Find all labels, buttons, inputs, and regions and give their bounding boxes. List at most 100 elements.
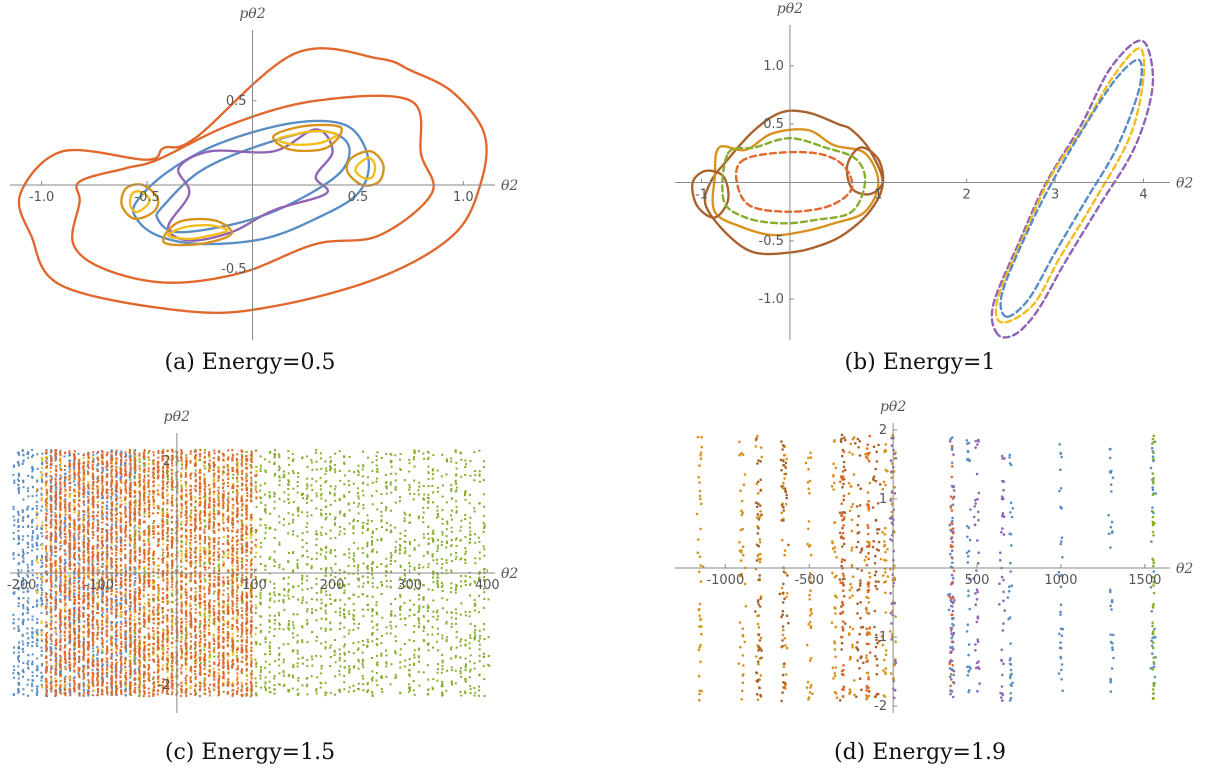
point: [399, 618, 402, 621]
point: [460, 525, 463, 528]
point: [408, 484, 411, 487]
point: [124, 684, 127, 687]
point: [371, 573, 373, 576]
point: [180, 573, 183, 576]
point: [22, 460, 25, 463]
point: [54, 596, 57, 599]
point: [329, 551, 332, 554]
point: [114, 493, 117, 496]
point: [268, 671, 271, 674]
point: [128, 652, 131, 655]
point: [114, 671, 117, 674]
point: [134, 687, 137, 689]
point: [167, 553, 170, 556]
point: [21, 509, 24, 512]
point: [18, 473, 21, 476]
point: [138, 530, 141, 533]
point: [246, 507, 249, 510]
point: [343, 592, 346, 594]
point: [427, 566, 430, 569]
point: [195, 692, 197, 695]
point: [105, 540, 108, 543]
point: [143, 490, 146, 493]
point: [320, 534, 323, 537]
point: [268, 686, 271, 689]
point: [301, 599, 304, 602]
point: [422, 630, 425, 632]
point: [18, 453, 21, 456]
point: [450, 526, 453, 529]
point: [124, 567, 127, 570]
point: [395, 540, 398, 543]
point: [26, 534, 29, 537]
point: [366, 541, 369, 544]
point: [441, 531, 444, 534]
point: [31, 641, 34, 643]
point: [483, 678, 486, 681]
point: [17, 518, 20, 521]
point: [82, 513, 85, 516]
point: [427, 542, 430, 545]
point: [273, 454, 276, 457]
point: [133, 570, 136, 573]
point: [468, 502, 471, 505]
point: [333, 522, 336, 525]
point: [12, 622, 15, 625]
point: [296, 688, 299, 691]
point: [232, 491, 234, 494]
point: [128, 529, 131, 532]
point: [394, 635, 397, 638]
point: [291, 469, 294, 472]
point: [409, 599, 412, 602]
point: [129, 471, 132, 474]
point: [273, 550, 276, 553]
point: [483, 505, 486, 508]
point: [101, 621, 104, 624]
point: [366, 564, 369, 567]
point: [385, 522, 388, 524]
point: [315, 577, 318, 580]
point: [422, 605, 425, 608]
point: [143, 659, 146, 662]
point: [134, 646, 137, 649]
point: [408, 614, 411, 617]
point: [203, 495, 206, 498]
point: [35, 692, 38, 695]
point: [17, 536, 20, 539]
point: [417, 517, 420, 520]
point: [194, 642, 197, 644]
point: [469, 685, 472, 688]
point: [302, 554, 305, 557]
point: [347, 479, 350, 482]
point: [273, 474, 276, 477]
point: [399, 605, 402, 608]
point: [370, 520, 373, 523]
point: [119, 652, 122, 655]
point: [161, 511, 164, 514]
point: [180, 593, 183, 596]
point: [278, 622, 281, 625]
point: [362, 507, 365, 510]
point: [483, 695, 486, 697]
point: [478, 629, 481, 632]
point: [111, 481, 114, 484]
point: [437, 649, 440, 652]
point: [460, 694, 463, 697]
point: [35, 600, 38, 603]
point: [245, 673, 248, 676]
point: [12, 694, 15, 696]
point: [356, 492, 359, 495]
point: [455, 555, 458, 558]
point: [101, 495, 104, 498]
point: [36, 576, 39, 579]
point: [398, 552, 401, 555]
point: [288, 501, 291, 504]
point: [376, 661, 379, 664]
point: [352, 525, 355, 528]
point: [436, 486, 439, 489]
point: [147, 463, 150, 465]
point: [69, 577, 72, 580]
point: [134, 567, 137, 570]
point: [171, 588, 174, 591]
point: [250, 491, 253, 494]
